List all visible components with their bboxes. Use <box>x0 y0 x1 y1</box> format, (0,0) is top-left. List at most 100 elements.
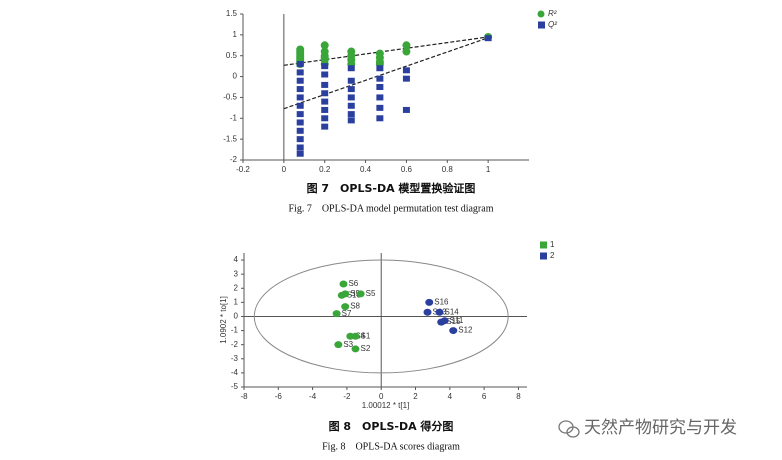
y-tick-label: 0 <box>234 312 239 321</box>
point <box>347 94 355 101</box>
x-tick-label: 0.6 <box>401 165 413 174</box>
y-tick-label: -1 <box>231 326 239 335</box>
x-tick-label: 8 <box>516 392 521 401</box>
y-tick-label: 2 <box>234 283 239 292</box>
point-label: S2 <box>360 344 370 353</box>
x-tick-label: -2 <box>343 392 351 401</box>
point <box>321 106 329 113</box>
point-label: S14 <box>445 307 460 316</box>
point <box>376 84 384 90</box>
point <box>347 86 355 93</box>
x-tick-label: 0 <box>282 165 287 174</box>
legend-swatch <box>537 10 545 18</box>
point <box>321 98 329 105</box>
point <box>341 303 350 311</box>
point-label: S3 <box>343 340 353 349</box>
confidence-ellipse <box>253 259 509 374</box>
y-tick-label: 0 <box>233 72 238 81</box>
y-tick-label: -2 <box>230 155 238 164</box>
point <box>351 345 360 353</box>
point <box>321 81 329 88</box>
point <box>296 144 304 151</box>
point <box>347 77 355 84</box>
point-label: S10 <box>347 290 362 299</box>
legend-label: R² <box>548 9 557 18</box>
point <box>296 119 304 126</box>
point <box>376 104 384 111</box>
point-label: S9 <box>350 289 360 298</box>
y-tick-label: -0.5 <box>223 93 237 102</box>
trend-line <box>283 36 489 66</box>
point <box>334 341 343 349</box>
point-label: S8 <box>350 302 360 311</box>
point <box>423 308 432 316</box>
x-tick-label: -8 <box>240 392 248 401</box>
point <box>296 111 304 118</box>
point-label: S4 <box>355 331 365 340</box>
caption-cn: 图 8 OPLS-DA 得分图 <box>329 419 454 433</box>
point <box>341 290 350 298</box>
point-label: S11 <box>450 316 464 325</box>
point <box>321 71 329 78</box>
watermark: 天然产物研究与开发 <box>584 418 737 438</box>
y-tick-label: -5 <box>231 382 239 391</box>
point <box>449 327 458 335</box>
y-tick-label: 1 <box>233 30 238 39</box>
legend-label: 2 <box>550 251 555 260</box>
point <box>296 86 304 93</box>
x-tick-label: 4 <box>448 392 453 401</box>
point <box>402 106 410 113</box>
y-tick-label: 4 <box>234 255 239 264</box>
y-axis-label: 1.0902 * to[1] <box>219 296 228 344</box>
point <box>347 65 355 72</box>
wechat-icon <box>558 420 580 438</box>
y-tick-label: 1.5 <box>226 9 238 18</box>
legend-label: Q² <box>548 20 557 29</box>
y-tick-label: 0.5 <box>226 51 238 60</box>
point <box>296 150 304 157</box>
point <box>296 94 304 101</box>
point <box>376 115 384 122</box>
y-tick-label: -4 <box>231 368 239 377</box>
x-tick-label: 0 <box>379 392 384 401</box>
point-label: S5 <box>366 289 376 298</box>
point <box>347 111 355 118</box>
point <box>402 47 411 56</box>
point <box>484 35 492 42</box>
y-tick-label: -1.5 <box>223 134 237 143</box>
point <box>402 67 410 74</box>
point <box>296 77 304 84</box>
x-tick-label: 1 <box>486 165 491 174</box>
point <box>425 298 434 306</box>
y-tick-label: -3 <box>231 354 239 363</box>
legend-swatch <box>540 252 547 260</box>
x-axis-label: 1.00012 * t[1] <box>362 401 410 410</box>
legend-swatch <box>538 21 545 29</box>
point <box>347 102 355 109</box>
x-tick-label: -6 <box>275 392 283 401</box>
point <box>339 280 348 288</box>
caption-en: Fig. 7 OPLS-DA model permutation test di… <box>289 203 494 214</box>
x-tick-label: 2 <box>413 392 418 401</box>
y-tick-label: -2 <box>231 340 239 349</box>
point <box>321 115 329 122</box>
y-tick-label: 1 <box>234 297 239 306</box>
x-tick-label: 0.4 <box>360 165 372 174</box>
point <box>347 117 355 124</box>
point <box>402 41 411 50</box>
trend-line <box>283 37 489 110</box>
point <box>376 75 384 82</box>
point <box>296 136 304 143</box>
point <box>321 63 329 70</box>
point <box>376 94 384 101</box>
point <box>321 123 329 130</box>
y-tick-label: -1 <box>230 113 238 122</box>
point <box>296 102 304 109</box>
point-label: S16 <box>434 297 449 306</box>
point <box>356 290 365 298</box>
point-label: S7 <box>342 309 352 318</box>
point-label: S12 <box>458 326 473 335</box>
caption-en: Fig. 8 OPLS-DA scores diagram <box>322 441 460 452</box>
x-tick-label: 0.2 <box>319 165 331 174</box>
point <box>376 65 384 72</box>
